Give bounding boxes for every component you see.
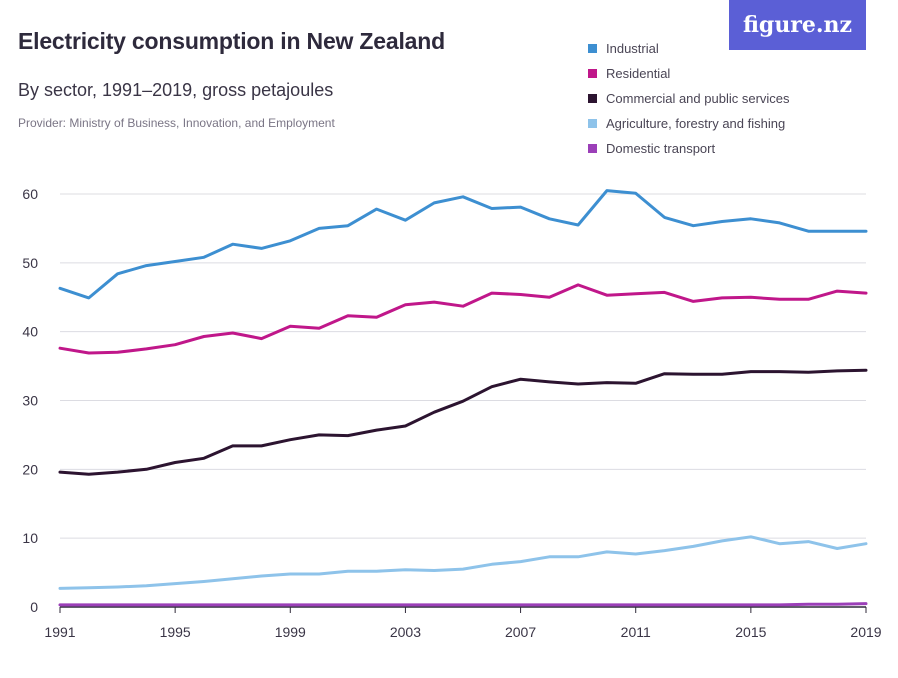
legend-label: Residential — [606, 66, 671, 81]
y-tick-label: 60 — [22, 186, 38, 202]
x-tick-label: 2003 — [390, 624, 421, 640]
legend-swatch — [588, 44, 597, 53]
legend-swatch — [588, 119, 597, 128]
y-tick-label: 0 — [30, 599, 38, 615]
series-line-domestic-transport — [58, 602, 868, 607]
legend-item: Domestic transport — [588, 136, 790, 161]
y-tick-label: 50 — [22, 255, 38, 271]
data-provider: Provider: Ministry of Business, Innovati… — [18, 116, 335, 130]
x-tick-label: 1999 — [275, 624, 306, 640]
chart-subtitle: By sector, 1991–2019, gross petajoules — [18, 80, 334, 100]
series-line-agriculture-forestry-and-fishing — [58, 535, 868, 590]
legend-label: Commercial and public services — [606, 91, 790, 106]
series-line-residential — [58, 283, 868, 355]
series-line-commercial-and-public-services — [58, 368, 868, 476]
y-tick-label: 10 — [22, 530, 38, 546]
legend-item: Commercial and public services — [588, 86, 790, 111]
legend-label: Agriculture, forestry and fishing — [606, 116, 786, 131]
y-tick-label: 20 — [22, 461, 38, 477]
figure-nz-logo[interactable]: figure.nz — [729, 0, 866, 50]
legend-swatch — [588, 144, 597, 153]
legend-label: Industrial — [606, 41, 659, 56]
legend-item: Agriculture, forestry and fishing — [588, 111, 790, 136]
legend-item: Residential — [588, 61, 790, 86]
legend-item: Industrial — [588, 36, 790, 61]
legend-label: Domestic transport — [606, 141, 716, 156]
legend-swatch — [588, 69, 597, 78]
chart-title: Electricity consumption in New Zealand — [18, 28, 445, 54]
x-tick-label: 2007 — [505, 624, 536, 640]
x-tick-label: 2011 — [621, 624, 651, 640]
y-tick-label: 40 — [22, 324, 38, 340]
x-tick-label: 1995 — [160, 624, 191, 640]
x-tick-label: 2019 — [850, 624, 881, 640]
legend-swatch — [588, 94, 597, 103]
chart-legend: Industrial Residential Commercial and publ… — [588, 36, 790, 161]
x-tick-label: 2015 — [735, 624, 766, 640]
x-tick-label: 1991 — [44, 624, 75, 640]
y-tick-label: 30 — [22, 393, 38, 409]
series-line-industrial — [58, 189, 868, 300]
